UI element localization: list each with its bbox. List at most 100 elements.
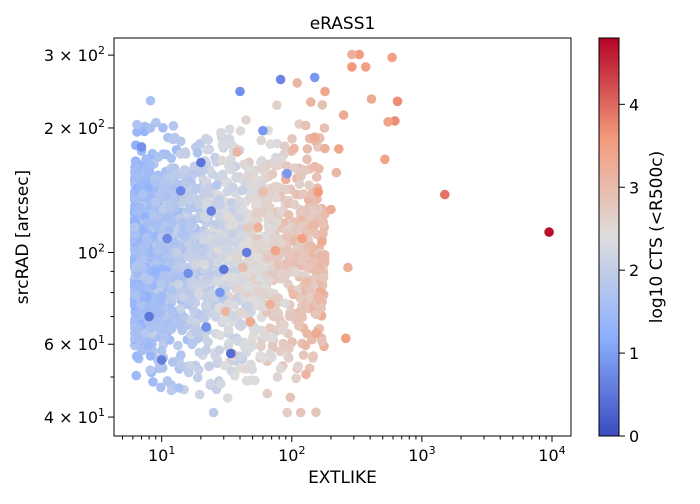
data-point [210,312,221,322]
data-point [343,262,353,273]
data-point [254,264,264,274]
data-point [219,264,229,275]
data-point [387,52,397,63]
data-point [159,332,169,343]
data-point [297,233,307,244]
data-point [204,361,215,371]
data-point [331,167,342,178]
data-point [204,182,214,193]
data-point [304,293,315,303]
data-points [129,49,554,418]
data-point [280,184,291,195]
data-point [145,365,155,376]
data-point [240,364,251,374]
data-point [191,184,201,194]
data-point [232,336,243,346]
y-tick-label: 6 × 101 [44,333,105,354]
data-point [279,319,289,330]
data-point [302,144,313,154]
data-point [239,159,249,170]
data-point [280,270,291,281]
data-point [220,306,231,317]
data-point [173,279,184,290]
data-point [229,371,240,381]
data-point [198,235,208,245]
data-point [143,235,154,245]
data-point [215,287,225,298]
data-point [131,161,141,171]
data-point [174,383,184,393]
data-point [215,330,226,341]
data-point [177,229,187,239]
data-point [233,283,244,294]
data-point [302,328,313,339]
colorbar-tick-label: 0 [629,427,639,446]
data-point [282,407,293,418]
data-point [309,227,319,237]
data-point [187,339,197,350]
data-point [347,49,357,60]
data-point [300,340,311,351]
data-point [291,373,301,384]
plot-area-frame [113,37,572,437]
data-point [217,140,228,150]
data-point [216,127,226,138]
data-point [198,165,208,176]
data-point [187,216,197,226]
data-point [154,191,165,201]
data-point [298,350,309,360]
data-point [136,142,147,152]
data-point [213,244,224,255]
data-point [305,213,315,223]
data-point [175,186,186,196]
data-point [138,189,148,200]
data-point [282,161,292,171]
data-point [272,157,283,167]
data-point [250,375,260,386]
data-point [261,331,272,342]
data-point [246,186,256,196]
data-point [148,210,159,220]
data-point [136,300,146,310]
data-point [191,241,201,252]
data-point [318,218,328,229]
colorbar-label: log10 CTS (<R500c) [647,151,667,324]
data-point [213,303,224,313]
data-point [320,143,330,154]
data-point [256,135,267,146]
data-point [218,169,228,180]
data-point [314,163,324,174]
data-point [211,237,222,247]
data-point [148,377,158,387]
data-point [243,301,254,312]
data-point [288,289,299,300]
data-point [297,312,308,323]
data-point [166,153,177,164]
data-point [177,217,188,228]
data-point [235,126,246,136]
data-point [199,313,209,324]
data-point [238,262,248,273]
data-point [341,333,351,344]
data-point [334,144,344,154]
data-point [265,348,276,359]
data-point [275,346,285,357]
data-point [319,123,330,133]
data-point [295,407,306,418]
data-point [242,281,253,292]
data-point [152,302,162,312]
data-point [158,204,168,215]
data-point [272,372,283,382]
data-point [258,125,268,136]
data-point [253,287,263,297]
data-point [309,132,320,142]
data-point [226,348,236,359]
data-point [202,144,212,155]
y-axis-label: srcRAD [arcsec] [13,170,33,304]
data-point [440,189,450,200]
y-tick-label: 2 × 102 [44,117,105,138]
data-point [192,148,203,158]
data-point [278,338,289,349]
data-point [131,370,142,381]
data-point [212,358,223,369]
